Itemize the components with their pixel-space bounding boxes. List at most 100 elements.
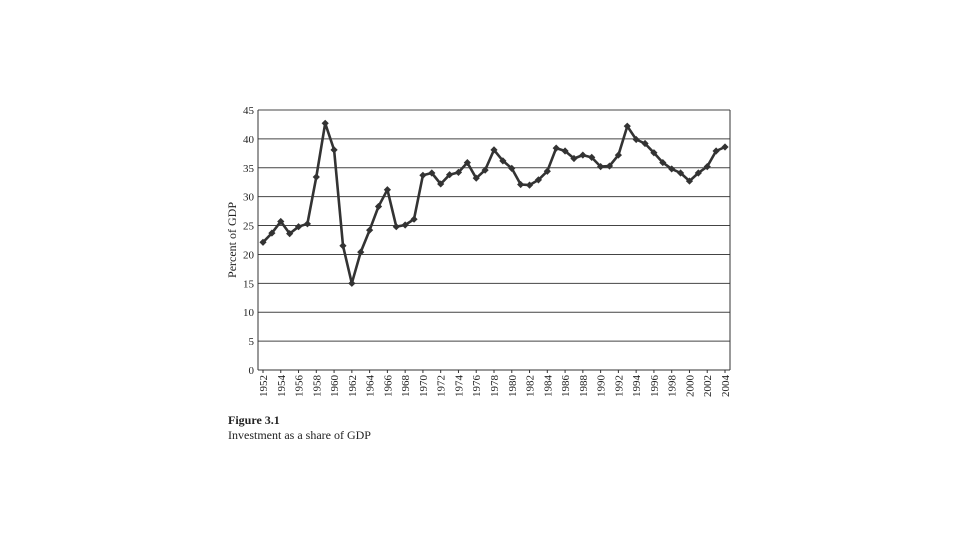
data-point-1985 — [552, 144, 560, 152]
data-point-1993 — [623, 122, 631, 130]
y-tick-label-45: 45 — [243, 105, 255, 117]
data-point-1958 — [312, 173, 320, 181]
data-point-1995 — [641, 139, 649, 148]
x-tick-label-1972: 1972 — [436, 375, 448, 397]
data-point-1972 — [437, 180, 445, 188]
x-tick-label-2002: 2002 — [702, 375, 714, 397]
figure-caption: Figure 3.1 Investment as a share of GDP — [228, 413, 371, 443]
data-point-1976 — [472, 174, 480, 182]
data-point-2001 — [694, 169, 702, 177]
y-tick-labels: 0 5 10 15 20 25 30 35 40 45 — [243, 105, 255, 377]
data-point-1975 — [463, 158, 471, 167]
y-tick-label-25: 25 — [243, 221, 255, 233]
data-point-1954 — [277, 217, 285, 226]
data-point-1957 — [303, 220, 312, 228]
x-tick-label-1998: 1998 — [667, 375, 679, 398]
data-point-1967 — [392, 223, 400, 231]
data-point-1956 — [294, 223, 303, 231]
x-tick-label-1980: 1980 — [507, 375, 519, 398]
x-tick-label-1982: 1982 — [525, 375, 537, 397]
data-point-1999 — [676, 169, 685, 177]
data-point-1982 — [525, 181, 534, 189]
y-tick-label-10: 10 — [243, 307, 255, 319]
data-point-1990 — [597, 163, 605, 171]
x-tick-label-1994: 1994 — [631, 375, 643, 398]
data-point-1959 — [321, 119, 329, 127]
data-point-1962 — [348, 279, 356, 287]
x-tick-label-1992: 1992 — [613, 375, 625, 397]
data-point-1981 — [517, 180, 525, 189]
data-point-1974 — [454, 168, 463, 176]
y-tick-label-15: 15 — [243, 278, 255, 290]
data-point-2002 — [703, 163, 711, 171]
data-point-2004 — [721, 143, 729, 151]
x-tick-label-1974: 1974 — [453, 375, 465, 398]
data-point-1973 — [445, 171, 454, 179]
gridlines — [258, 109, 730, 342]
data-point-1960 — [330, 146, 338, 154]
x-tick-labels: 1952 1954 1956 1958 1960 1962 1964 1966 1968 1970… — [258, 375, 732, 398]
y-tick-label-30: 30 — [243, 192, 255, 204]
data-point-1988 — [579, 151, 587, 159]
x-tick-label-2004: 2004 — [720, 375, 732, 398]
data-point-1969 — [410, 215, 418, 223]
data-point-1989 — [588, 153, 596, 161]
data-point-1984 — [543, 167, 551, 175]
data-point-1983 — [534, 176, 543, 184]
x-tick-label-1988: 1988 — [578, 375, 590, 398]
y-tick-label-0: 0 — [249, 365, 255, 377]
x-tick-label-1978: 1978 — [489, 375, 501, 398]
x-tick-label-2000: 2000 — [684, 375, 696, 398]
y-tick-label-5: 5 — [249, 336, 255, 348]
data-point-1963 — [357, 248, 365, 256]
data-point-1964 — [366, 226, 374, 234]
y-tick-label-20: 20 — [243, 249, 255, 261]
data-point-1952 — [259, 238, 267, 246]
data-point-1961 — [339, 242, 347, 250]
data-point-1965 — [374, 202, 383, 211]
axes — [257, 110, 731, 373]
x-tick-label-1976: 1976 — [471, 375, 483, 398]
x-tick-label-1952: 1952 — [258, 375, 270, 397]
x-tick-label-1962: 1962 — [347, 375, 359, 397]
x-tick-label-1996: 1996 — [649, 375, 661, 398]
y-tick-label-35: 35 — [243, 163, 255, 175]
y-axis-label: Percent of GDP — [225, 202, 239, 278]
data-point-1955 — [286, 230, 294, 238]
x-tick-label-1958: 1958 — [311, 375, 323, 398]
x-tick-label-1986: 1986 — [560, 375, 572, 398]
data-point-1994 — [632, 135, 640, 144]
data-point-1953 — [268, 229, 276, 237]
figure-caption-text: Investment as a share of GDP — [228, 428, 371, 442]
x-tick-label-1964: 1964 — [365, 375, 377, 398]
data-point-1996 — [650, 149, 658, 157]
data-point-1991 — [605, 162, 614, 170]
data-point-1998 — [668, 165, 676, 173]
x-tick-label-1990: 1990 — [596, 375, 608, 398]
x-tick-label-1970: 1970 — [418, 375, 430, 398]
y-tick-label-40: 40 — [243, 134, 255, 146]
data-point-1978 — [490, 146, 498, 154]
data-point-1968 — [401, 221, 409, 229]
x-tick-label-1960: 1960 — [329, 375, 341, 398]
data-point-1979 — [499, 157, 507, 165]
data-point-2003 — [712, 147, 720, 155]
data-point-1980 — [508, 164, 516, 172]
data-point-1992 — [614, 151, 622, 159]
x-tick-label-1956: 1956 — [294, 375, 306, 398]
x-tick-label-1966: 1966 — [382, 375, 394, 398]
data-point-1997 — [659, 158, 667, 167]
x-tick-label-1954: 1954 — [276, 375, 288, 398]
data-point-1966 — [383, 186, 391, 194]
data-point-2000 — [685, 177, 694, 185]
data-point-1987 — [570, 154, 578, 163]
data-point-1977 — [481, 166, 489, 174]
data-point-1971 — [428, 169, 436, 177]
figure-label: Figure 3.1 — [228, 413, 280, 427]
series-investment-share — [259, 119, 729, 287]
x-tick-label-1984: 1984 — [542, 375, 554, 398]
data-point-1986 — [561, 147, 569, 155]
data-point-1970 — [419, 171, 427, 179]
x-tick-label-1968: 1968 — [400, 375, 412, 398]
